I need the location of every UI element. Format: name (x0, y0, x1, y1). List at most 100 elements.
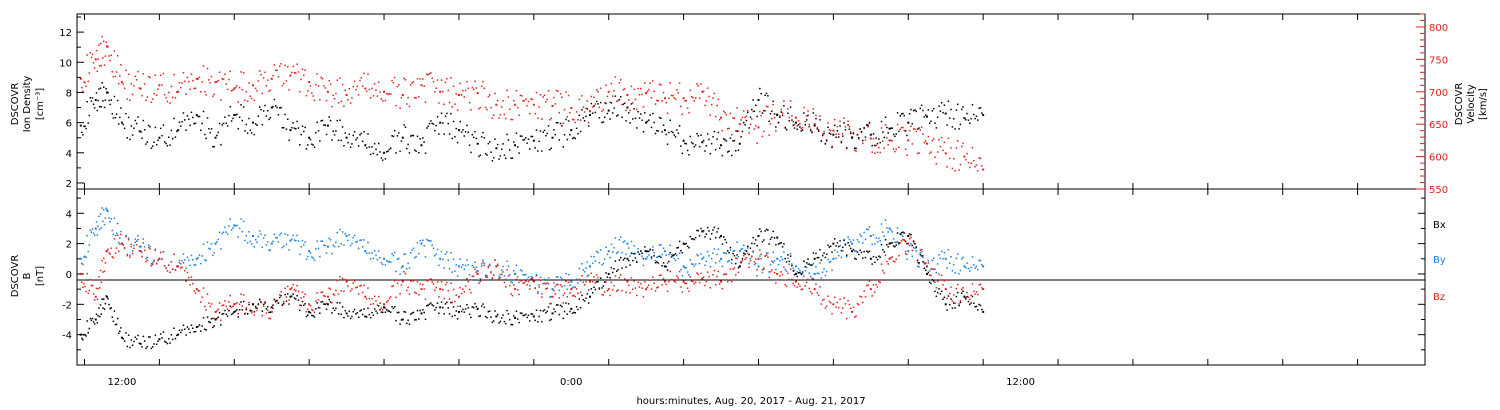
velocity-sample (578, 98, 581, 101)
bz-sample (328, 287, 330, 289)
by-sample (979, 259, 982, 262)
bx-sample (903, 232, 906, 234)
bz-sample (700, 272, 702, 275)
by-sample (153, 259, 155, 261)
density-sample (571, 137, 574, 140)
velocity-sample (601, 110, 603, 112)
density-point (869, 133, 872, 136)
by-sample (735, 257, 737, 259)
density-sample (763, 109, 765, 112)
density-sample (969, 122, 971, 125)
bz-sample (182, 262, 185, 264)
density-sample (545, 134, 547, 137)
bx-sample (395, 319, 397, 322)
bz-sample (692, 280, 694, 283)
velocity-sample (947, 137, 950, 140)
velocity-sample (311, 92, 313, 94)
by-sample (744, 249, 746, 252)
by-sample (120, 230, 122, 233)
density-sample (807, 114, 809, 117)
velocity-sample (337, 102, 340, 104)
bx-sample (924, 269, 927, 271)
bz-sample (447, 289, 449, 292)
bz-sample (595, 274, 598, 276)
by-point (105, 209, 108, 212)
density-sample (603, 116, 606, 119)
velocity-sample (316, 73, 318, 75)
by-sample (462, 264, 464, 266)
density-sample (788, 120, 790, 122)
bx-sample (769, 238, 772, 241)
velocity-sample (87, 80, 89, 83)
bz-sample (285, 296, 288, 298)
velocity-sample (657, 100, 659, 102)
velocity-sample (918, 152, 920, 154)
bx-sample (566, 313, 569, 315)
bz-sample (367, 287, 369, 289)
velocity-sample (173, 73, 175, 76)
velocity-sample (490, 106, 492, 109)
velocity-sample (110, 54, 112, 57)
density-point (757, 98, 760, 101)
density-sample (400, 140, 403, 142)
density-point (514, 144, 517, 147)
y-tick-label-left: 2 (66, 179, 72, 190)
velocity-sample (697, 85, 700, 87)
by-sample (578, 267, 581, 270)
bx-sample (541, 320, 543, 323)
density-sample (414, 149, 416, 151)
velocity-sample (534, 112, 536, 115)
velocity-point (495, 103, 498, 106)
bx-sample (368, 313, 371, 316)
bx-sample (601, 287, 603, 289)
bz-sample (760, 253, 762, 256)
density-sample (273, 98, 276, 101)
bx-sample (525, 313, 527, 316)
by-sample (665, 254, 667, 256)
bx-sample (97, 315, 99, 317)
by-sample (519, 269, 522, 271)
y-tick-label-left: 10 (59, 58, 72, 69)
bz-sample (815, 283, 817, 285)
by-sample (336, 231, 338, 234)
bx-sample (198, 324, 201, 326)
bx-sample (479, 315, 482, 317)
bz-sample (348, 279, 351, 281)
bz-sample (975, 291, 978, 293)
bx-sample (412, 311, 415, 314)
by-sample (702, 256, 705, 259)
bx-sample (210, 318, 213, 320)
bx-sample (385, 308, 388, 311)
bz-sample (740, 262, 742, 264)
bz-sample (728, 279, 730, 281)
by-sample (605, 246, 607, 249)
ticks-layer (77, 13, 1425, 365)
bz-sample (125, 235, 127, 238)
velocity-sample (531, 98, 534, 101)
bx-sample (629, 264, 631, 266)
velocity-sample (225, 83, 227, 85)
by-point (514, 272, 517, 275)
velocity-sample (323, 85, 325, 87)
bz-sample (381, 309, 384, 311)
density-sample (765, 92, 768, 95)
by-point (607, 250, 610, 253)
velocity-point (663, 97, 666, 100)
velocity-sample (961, 145, 963, 148)
bz-sample (303, 296, 305, 298)
bx-sample (323, 303, 325, 305)
velocity-sample (547, 90, 550, 92)
bx-point (607, 272, 610, 275)
bz-sample (225, 305, 227, 308)
velocity-sample (684, 100, 686, 102)
density-sample (129, 138, 131, 141)
bx-sample (912, 240, 915, 242)
by-sample (311, 256, 313, 258)
velocity-sample (89, 51, 92, 54)
bz-sample (249, 310, 252, 312)
bz-sample (450, 282, 452, 284)
by-sample (566, 288, 569, 291)
bx-sample (593, 286, 595, 289)
by-sample (411, 249, 413, 252)
bz-sample (710, 279, 713, 281)
